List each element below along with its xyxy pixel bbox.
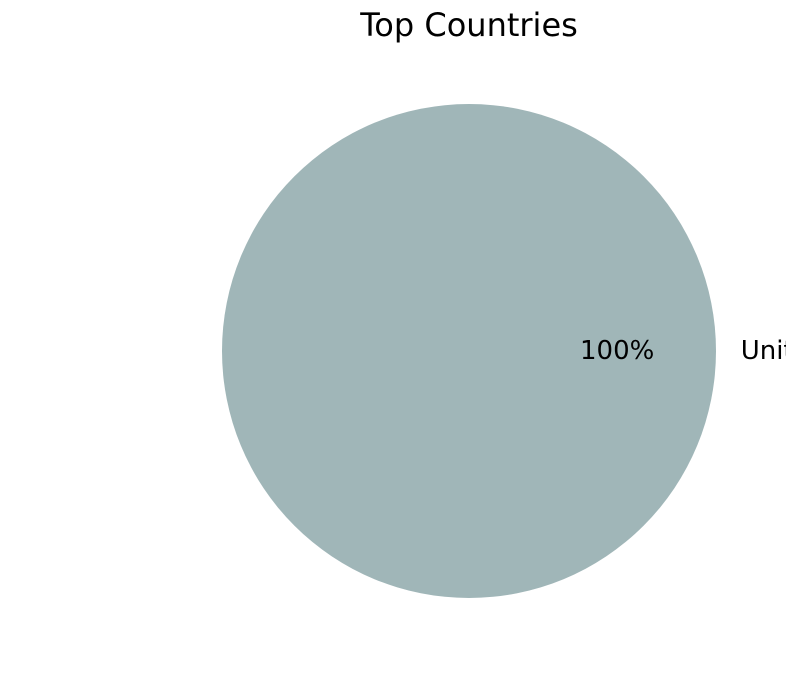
pie-slices <box>222 104 716 598</box>
pie-slice-label-0: United States <box>741 336 786 366</box>
pie-slice-0 <box>222 104 716 598</box>
pie-slice-percent-0: 100% <box>580 336 654 366</box>
pie-labels: United States 100% <box>580 336 786 366</box>
chart-title: Top Countries <box>359 6 578 44</box>
